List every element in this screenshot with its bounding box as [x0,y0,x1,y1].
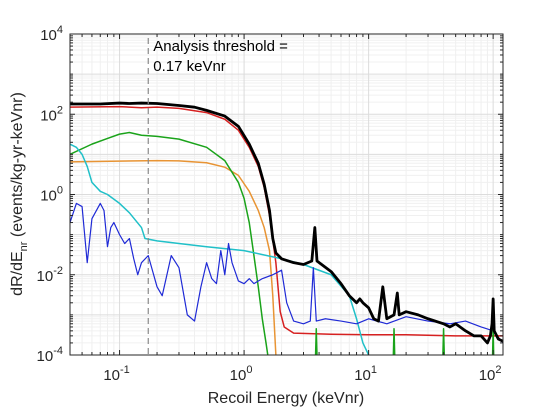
y-tick-base: 10 [37,348,54,365]
x-tick-exponent: 1 [371,364,377,376]
y-tick-base: 10 [40,27,57,44]
x-tick-exponent: -1 [120,364,130,376]
y-tick-label: 10-2 [37,265,63,285]
y-tick-exponent: -4 [53,345,63,357]
series-line [70,131,269,355]
y-tick-base: 10 [40,107,57,124]
y-tick-exponent: 4 [57,24,63,36]
x-tick-exponent: 0 [246,364,252,376]
x-tick-label: 10-1 [103,364,129,384]
series-layer [70,101,503,355]
y-tick-label: 102 [40,104,63,124]
y-tick-label: 100 [40,185,63,205]
x-tick-label: 100 [230,364,253,384]
y-axis-label: dR/dEnr (events/kg-yr-keVnr) [9,92,30,296]
x-tick-base: 10 [479,367,496,384]
x-tick-label: 101 [354,364,377,384]
y-tick-base: 10 [37,268,54,285]
series-line [70,101,503,345]
x-tick-label: 102 [479,364,502,384]
threshold-annotation-line1: Analysis threshold = [153,38,288,55]
y-tick-base: 10 [40,188,57,205]
y-tick-label: 104 [40,24,63,44]
series-line [392,328,396,355]
threshold-annotation-line2: 0.17 keVnr [153,58,226,75]
y-tick-exponent: 2 [57,104,63,116]
ticks [69,33,503,356]
y-axis-label-main: dR/dE [9,251,26,295]
y-axis-label-rest: (events/kg-yr-keVnr) [9,92,26,241]
series-line [70,159,277,355]
series-line [442,328,446,355]
x-tick-base: 10 [354,367,371,384]
y-tick-exponent: 0 [57,185,63,197]
x-tick-base: 10 [103,367,120,384]
y-tick-label: 10-4 [37,345,63,365]
x-axis-label: Recoil Energy (keVnr) [208,390,365,407]
series-line [70,143,370,355]
x-tick-base: 10 [230,367,247,384]
series-line [314,328,318,355]
x-tick-exponent: 2 [495,364,501,376]
y-axis-label-sub: nr [18,241,30,251]
x-tick-labels: 10-1 100 101 102 [103,364,501,384]
y-tick-exponent: -2 [53,265,63,277]
series-line [70,202,503,344]
